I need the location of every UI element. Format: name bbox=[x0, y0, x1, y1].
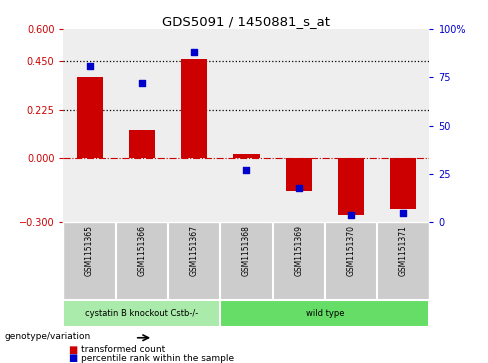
Text: ■: ■ bbox=[68, 344, 78, 355]
Bar bbox=[285, 158, 312, 191]
Text: ■: ■ bbox=[68, 353, 78, 363]
Text: wild type: wild type bbox=[305, 309, 344, 318]
Text: GSM1151367: GSM1151367 bbox=[190, 225, 199, 276]
Text: GSM1151370: GSM1151370 bbox=[346, 225, 356, 276]
Bar bbox=[77, 77, 102, 158]
Bar bbox=[338, 158, 364, 215]
Bar bbox=[233, 154, 260, 158]
Text: genotype/variation: genotype/variation bbox=[5, 333, 91, 341]
Point bbox=[295, 185, 303, 191]
Text: GSM1151366: GSM1151366 bbox=[137, 225, 146, 276]
Text: cystatin B knockout Cstb-/-: cystatin B knockout Cstb-/- bbox=[85, 309, 199, 318]
Point bbox=[86, 63, 94, 69]
Bar bbox=[390, 158, 416, 209]
Bar bbox=[129, 130, 155, 158]
Point bbox=[347, 212, 355, 217]
Point bbox=[243, 167, 250, 173]
Title: GDS5091 / 1450881_s_at: GDS5091 / 1450881_s_at bbox=[163, 15, 330, 28]
Text: GSM1151369: GSM1151369 bbox=[294, 225, 303, 276]
Bar bbox=[220, 300, 429, 327]
Text: transformed count: transformed count bbox=[81, 345, 165, 354]
Point bbox=[138, 80, 146, 86]
Bar bbox=[63, 300, 220, 327]
Point bbox=[190, 49, 198, 55]
Text: GSM1151365: GSM1151365 bbox=[85, 225, 94, 276]
Text: percentile rank within the sample: percentile rank within the sample bbox=[81, 354, 234, 363]
Text: GSM1151368: GSM1151368 bbox=[242, 225, 251, 276]
Point bbox=[399, 210, 407, 216]
Bar bbox=[181, 59, 207, 158]
Text: GSM1151371: GSM1151371 bbox=[399, 225, 408, 276]
